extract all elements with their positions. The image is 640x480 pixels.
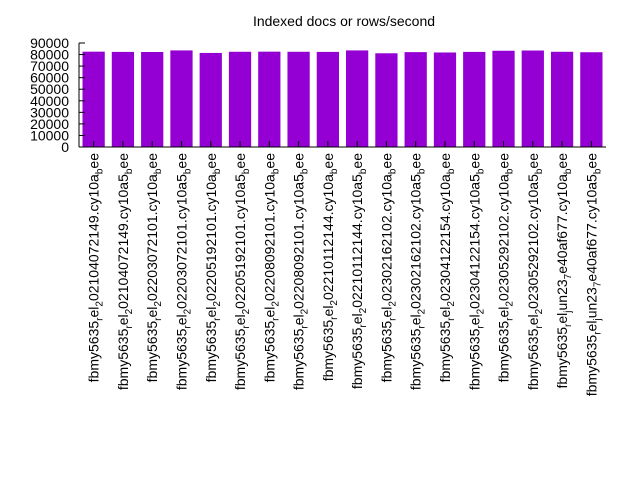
y-tick-label: 10000	[30, 127, 69, 143]
x-tick-label: fbmy5635rel202104072149.cy10abee	[86, 153, 106, 383]
y-tick-label: 0	[61, 139, 69, 155]
chart-title: Indexed docs or rows/second	[253, 13, 435, 29]
x-tick-label: fbmy5635reljun237e40af677.cy10a5bee	[583, 153, 603, 396]
x-tick-label: fbmy5635rel202203072101.cy10abee	[144, 153, 164, 383]
y-tick-label: 60000	[30, 70, 69, 86]
y-tick-label: 80000	[30, 47, 69, 63]
bar	[82, 51, 105, 147]
y-tick-label: 40000	[30, 93, 69, 109]
x-tick-label: fbmy5635rel202208092101.cy10abee	[261, 153, 281, 383]
x-tick-label: fbmy5635rel202210112144.cy10abee	[320, 153, 340, 382]
bar	[141, 52, 164, 148]
bar	[346, 50, 369, 147]
bar	[433, 52, 457, 148]
bar	[199, 52, 222, 147]
x-tick-label: fbmy5635rel202302162102.cy10abee	[378, 153, 398, 383]
bar	[228, 51, 252, 147]
x-tick-label: fbmy5635rel202210112144.cy10a5bee	[349, 153, 369, 389]
y-tick-label: 70000	[30, 58, 69, 74]
bar	[404, 52, 427, 147]
x-tick-label: fbmy5635rel202104072149.cy10a5bee	[115, 153, 135, 390]
bar	[463, 51, 486, 147]
x-tick-label: fbmy5635rel202305292102.cy10abee	[496, 153, 516, 383]
bar	[580, 52, 603, 147]
y-tick-label: 90000	[30, 35, 69, 51]
plot-area: 0100002000030000400005000060000700008000…	[30, 35, 606, 396]
bar	[170, 50, 193, 147]
x-tick-label: fbmy5635reljun237e40af677.cy10abee	[554, 153, 574, 389]
bar	[375, 53, 398, 147]
y-tick-label: 50000	[30, 81, 69, 97]
y-tick-label: 20000	[30, 116, 69, 132]
bar	[111, 51, 135, 147]
bar	[258, 51, 281, 147]
bar	[316, 51, 339, 147]
bar	[287, 51, 310, 147]
bar	[492, 50, 515, 147]
x-tick-label: fbmy5635rel202205192101.cy10abee	[203, 153, 223, 383]
x-tick-label: fbmy5635rel202305292102.cy10a5bee	[525, 153, 545, 390]
x-tick-label: fbmy5635rel202302162102.cy10a5bee	[408, 153, 428, 390]
x-tick-label: fbmy5635rel202208092101.cy10a5bee	[291, 153, 311, 390]
bar	[550, 51, 574, 147]
x-tick-label: fbmy5635rel202304122154.cy10abee	[437, 153, 457, 383]
y-tick-label: 30000	[30, 104, 69, 120]
x-tick-label: fbmy5635rel202203072101.cy10a5bee	[173, 153, 193, 390]
x-tick-label: fbmy5635rel202304122154.cy10a5bee	[466, 153, 486, 390]
bar	[521, 50, 544, 148]
x-tick-label: fbmy5635rel202205192101.cy10a5bee	[232, 153, 252, 390]
